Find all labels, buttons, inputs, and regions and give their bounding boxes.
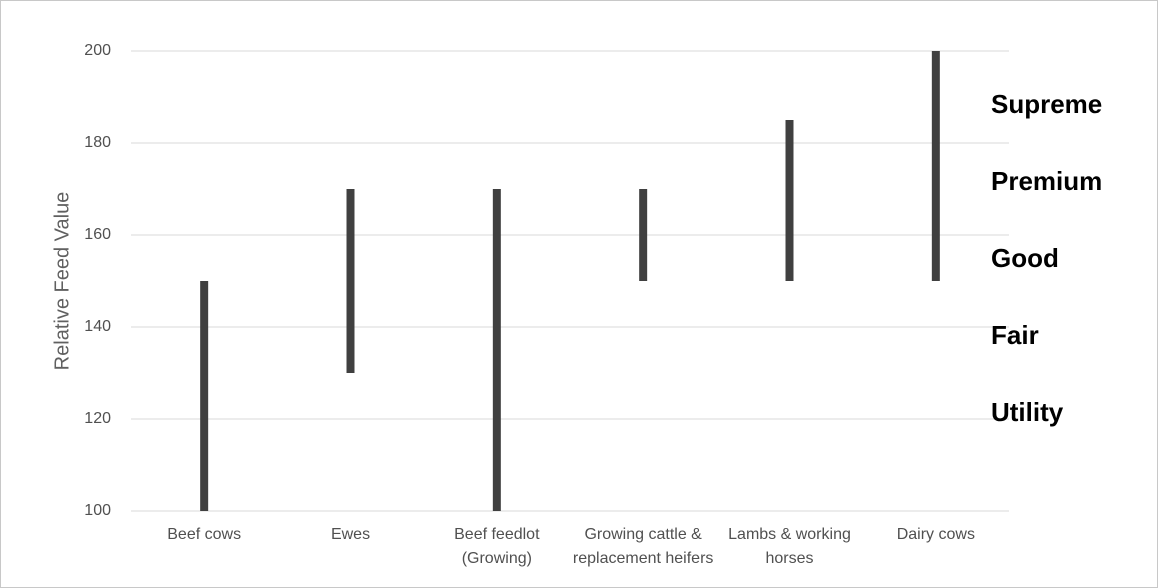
y-tick-label: 200 [84,42,111,59]
y-axis-label: Relative Feed Value [51,192,73,371]
y-tick-label: 120 [84,410,111,427]
range-bar [200,281,209,511]
x-tick-label: Beef feedlot (Growing) [454,526,540,567]
range-bar [492,189,501,511]
quality-label: Good [991,243,1059,273]
x-tick-label: Dairy cows [896,526,975,543]
range-bar [639,189,648,281]
y-tick-label: 160 [84,226,111,243]
y-tick-label: 140 [84,318,111,335]
x-tick-label: Beef cows [167,526,242,543]
y-tick-label: 180 [84,134,111,151]
range-bar [785,120,794,281]
quality-label: Utility [991,397,1064,427]
quality-label: Fair [991,320,1039,350]
range-bar [931,51,940,281]
y-tick-label: 100 [84,502,111,519]
range-bar [346,189,355,373]
x-tick-label: Lambs & working horses [728,526,851,567]
quality-label: Supreme [991,89,1102,119]
x-tick-label: Ewes [330,526,371,543]
x-tick-label: Growing cattle & replacement heifers [572,526,714,567]
quality-label: Premium [991,166,1102,196]
